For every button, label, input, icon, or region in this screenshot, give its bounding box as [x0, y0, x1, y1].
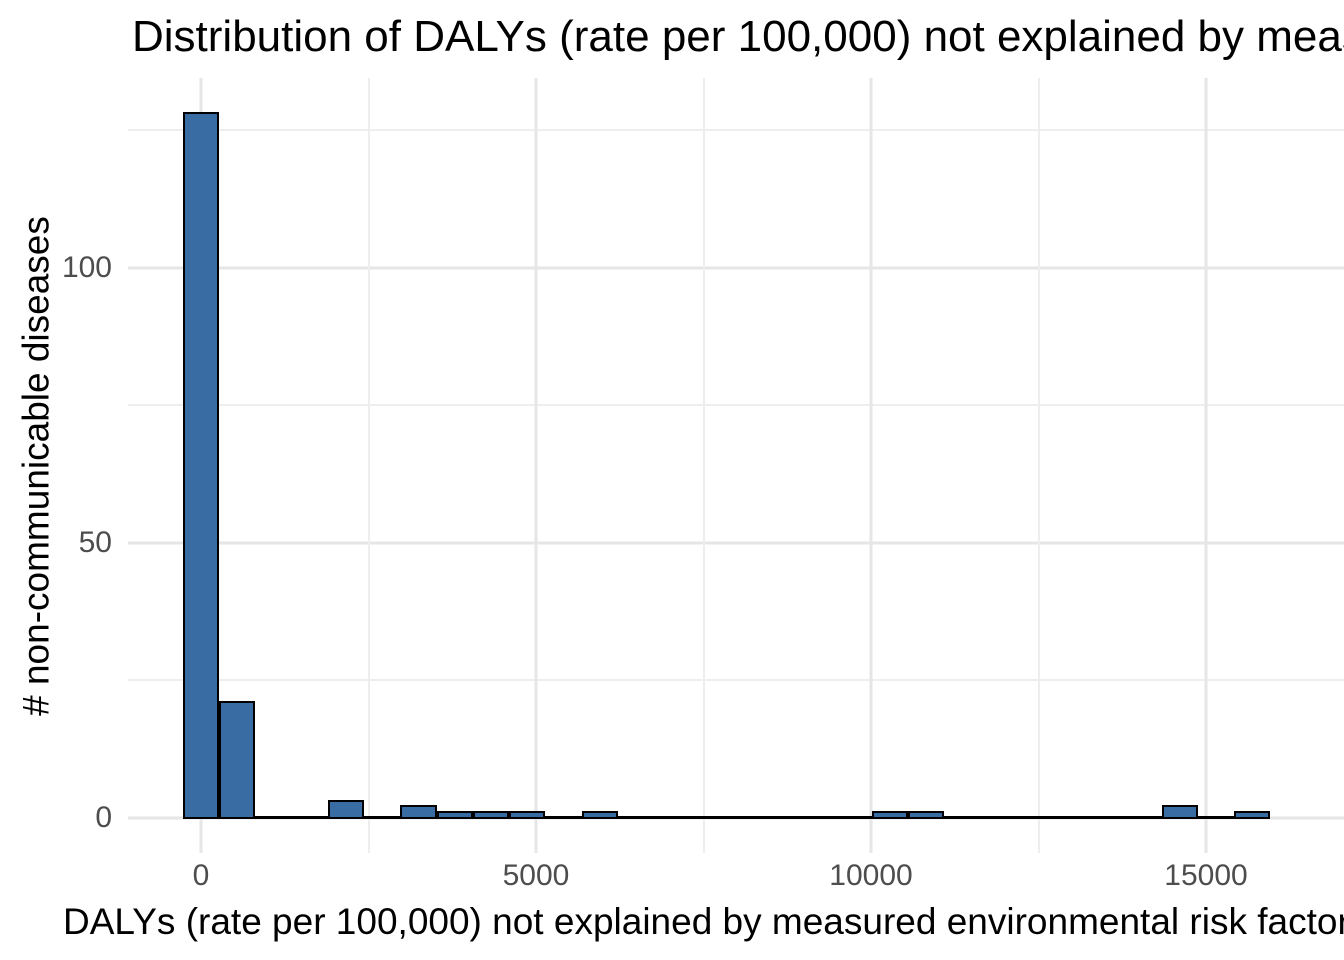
gridline-y-major: [128, 541, 1344, 544]
y-tick-label: 0: [95, 800, 112, 834]
gridline-y-minor: [128, 129, 1344, 131]
y-axis-title: # non-communicable diseases: [15, 216, 57, 716]
histogram-bar: [907, 810, 945, 819]
gridline-x-minor: [1037, 78, 1040, 853]
gridline-x-minor: [702, 78, 705, 853]
histogram-bar: [1161, 805, 1198, 819]
histogram-bar: [327, 799, 365, 819]
x-tick-label: 0: [192, 859, 210, 892]
x-tick-label: 5000: [502, 859, 570, 892]
gridline-y-minor: [128, 404, 1344, 406]
histogram-bar: [581, 810, 618, 819]
gridline-x-minor: [367, 78, 370, 853]
histogram-bar: [1234, 810, 1271, 819]
x-axis-title: DALYs (rate per 100,000) not explained b…: [63, 901, 1344, 942]
y-tick-label: 50: [78, 525, 112, 559]
gridline-y-major: [128, 266, 1344, 269]
histogram-bar: [472, 810, 510, 819]
x-tick-label: 10000: [829, 859, 913, 892]
histogram-bar: [436, 810, 473, 819]
histogram-bar: [509, 810, 546, 819]
histogram-bar: [182, 112, 220, 819]
gridline-x-major: [1204, 78, 1208, 853]
gridline-x-major: [869, 78, 873, 853]
histogram-bar: [871, 810, 908, 819]
gridline-x-major: [534, 78, 538, 853]
histogram-bar: [400, 805, 437, 819]
gridline-y-minor: [128, 679, 1344, 681]
x-tick-label: 15000: [1164, 859, 1248, 892]
chart-title: Distribution of DALYs (rate per 100,000)…: [132, 12, 1344, 61]
axis-baseline: [182, 816, 1271, 819]
y-tick-label: 100: [61, 250, 112, 284]
histogram-bar: [219, 700, 256, 819]
